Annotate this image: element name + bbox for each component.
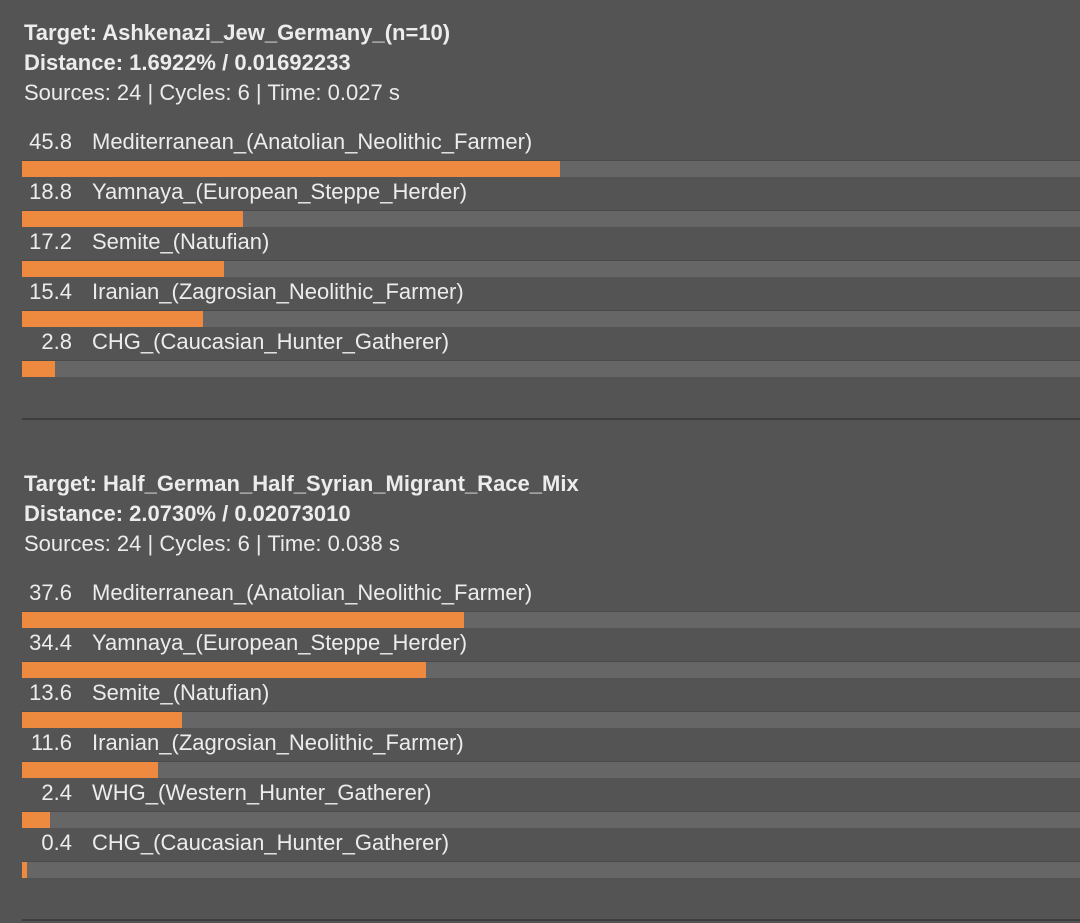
target-title: Target: Half_German_Half_Syrian_Migrant_… bbox=[24, 471, 579, 496]
run-info: Sources: 24 | Cycles: 6 | Time: 0.027 s bbox=[24, 80, 400, 105]
component-bar-fill bbox=[22, 361, 55, 377]
component-bar-track bbox=[22, 360, 1080, 377]
component-name: CHG_(Caucasian_Hunter_Gatherer) bbox=[92, 329, 450, 354]
component-name: Iranian_(Zagrosian_Neolithic_Farmer) bbox=[92, 730, 464, 755]
component-label: 2.4 WHG_(Western_Hunter_Gatherer) bbox=[24, 778, 432, 808]
component-bar-track bbox=[22, 160, 1080, 177]
component-row: 11.6 Iranian_(Zagrosian_Neolithic_Farmer) bbox=[22, 728, 1080, 778]
component-row: 17.2 Semite_(Natufian) bbox=[22, 227, 1080, 277]
section-divider bbox=[22, 919, 1080, 921]
component-bar-fill bbox=[22, 662, 427, 678]
component-percent: 11.6 bbox=[30, 730, 72, 755]
component-bar-fill bbox=[22, 812, 51, 828]
component-bar-fill bbox=[22, 261, 225, 277]
component-name: Iranian_(Zagrosian_Neolithic_Farmer) bbox=[92, 279, 464, 304]
component-bar-fill bbox=[22, 762, 159, 778]
component-label: 11.6 Iranian_(Zagrosian_Neolithic_Farmer) bbox=[24, 728, 464, 758]
component-percent: 18.8 bbox=[29, 179, 72, 204]
component-row: 0.4 CHG_(Caucasian_Hunter_Gatherer) bbox=[22, 828, 1080, 878]
distance-text: Distance: 1.6922% / 0.01692233 bbox=[24, 50, 351, 75]
component-bar-track bbox=[22, 861, 1080, 878]
distance-text: Distance: 2.0730% / 0.02073010 bbox=[24, 501, 351, 526]
result-header: Target: Ashkenazi_Jew_Germany_(n=10) Dis… bbox=[24, 18, 450, 108]
component-row: 13.6 Semite_(Natufian) bbox=[22, 678, 1080, 728]
component-bar-track bbox=[22, 611, 1080, 628]
component-row: 45.8 Mediterranean_(Anatolian_Neolithic_F… bbox=[22, 127, 1080, 177]
component-name: Mediterranean_(Anatolian_Neolithic_Farme… bbox=[92, 129, 533, 154]
component-name: CHG_(Caucasian_Hunter_Gatherer) bbox=[92, 830, 450, 855]
component-list: 45.8 Mediterranean_(Anatolian_Neolithic_F… bbox=[22, 127, 1080, 377]
component-label: 34.4 Yamnaya_(European_Steppe_Herder) bbox=[24, 628, 467, 658]
component-percent: 15.4 bbox=[29, 279, 72, 304]
component-name: Mediterranean_(Anatolian_Neolithic_Farme… bbox=[92, 580, 533, 605]
component-percent: 0.4 bbox=[41, 830, 72, 855]
component-name: WHG_(Western_Hunter_Gatherer) bbox=[92, 780, 432, 805]
result-header: Target: Half_German_Half_Syrian_Migrant_… bbox=[24, 469, 579, 559]
component-label: 13.6 Semite_(Natufian) bbox=[24, 678, 269, 708]
component-name: Yamnaya_(European_Steppe_Herder) bbox=[92, 630, 468, 655]
component-row: 2.8 CHG_(Caucasian_Hunter_Gatherer) bbox=[22, 327, 1080, 377]
component-bar-track bbox=[22, 310, 1080, 327]
component-label: 17.2 Semite_(Natufian) bbox=[24, 227, 269, 257]
component-percent: 34.4 bbox=[29, 630, 72, 655]
component-name: Semite_(Natufian) bbox=[92, 680, 270, 705]
component-bar-fill bbox=[22, 211, 243, 227]
component-percent: 45.8 bbox=[29, 129, 72, 154]
component-percent: 13.6 bbox=[29, 680, 72, 705]
component-row: 15.4 Iranian_(Zagrosian_Neolithic_Farmer) bbox=[22, 277, 1080, 327]
component-row: 37.6 Mediterranean_(Anatolian_Neolithic_F… bbox=[22, 578, 1080, 628]
component-label: 15.4 Iranian_(Zagrosian_Neolithic_Farmer) bbox=[24, 277, 464, 307]
component-percent: 2.8 bbox=[41, 329, 72, 354]
component-bar-track bbox=[22, 260, 1080, 277]
component-label: 18.8 Yamnaya_(European_Steppe_Herder) bbox=[24, 177, 467, 207]
component-bar-track bbox=[22, 811, 1080, 828]
component-bar-track bbox=[22, 661, 1080, 678]
component-list: 37.6 Mediterranean_(Anatolian_Neolithic_F… bbox=[22, 578, 1080, 878]
component-name: Yamnaya_(European_Steppe_Herder) bbox=[92, 179, 468, 204]
component-label: 0.4 CHG_(Caucasian_Hunter_Gatherer) bbox=[24, 828, 449, 858]
component-percent: 2.4 bbox=[41, 780, 72, 805]
target-title: Target: Ashkenazi_Jew_Germany_(n=10) bbox=[24, 20, 451, 45]
component-bar-track bbox=[22, 761, 1080, 778]
component-row: 34.4 Yamnaya_(European_Steppe_Herder) bbox=[22, 628, 1080, 678]
component-label: 37.6 Mediterranean_(Anatolian_Neolithic_F… bbox=[24, 578, 532, 608]
run-info: Sources: 24 | Cycles: 6 | Time: 0.038 s bbox=[24, 531, 400, 556]
component-percent: 17.2 bbox=[29, 229, 72, 254]
component-row: 18.8 Yamnaya_(European_Steppe_Herder) bbox=[22, 177, 1080, 227]
component-bar-fill bbox=[22, 311, 203, 327]
component-bar-track bbox=[22, 210, 1080, 227]
component-bar-fill bbox=[22, 612, 464, 628]
component-row: 2.4 WHG_(Western_Hunter_Gatherer) bbox=[22, 778, 1080, 828]
component-bar-track bbox=[22, 711, 1080, 728]
section-divider bbox=[22, 418, 1080, 420]
component-label: 2.8 CHG_(Caucasian_Hunter_Gatherer) bbox=[24, 327, 449, 357]
component-bar-fill bbox=[22, 862, 27, 878]
component-name: Semite_(Natufian) bbox=[92, 229, 270, 254]
component-bar-fill bbox=[22, 712, 182, 728]
component-percent: 37.6 bbox=[29, 580, 72, 605]
component-bar-fill bbox=[22, 161, 561, 177]
component-label: 45.8 Mediterranean_(Anatolian_Neolithic_F… bbox=[24, 127, 532, 157]
